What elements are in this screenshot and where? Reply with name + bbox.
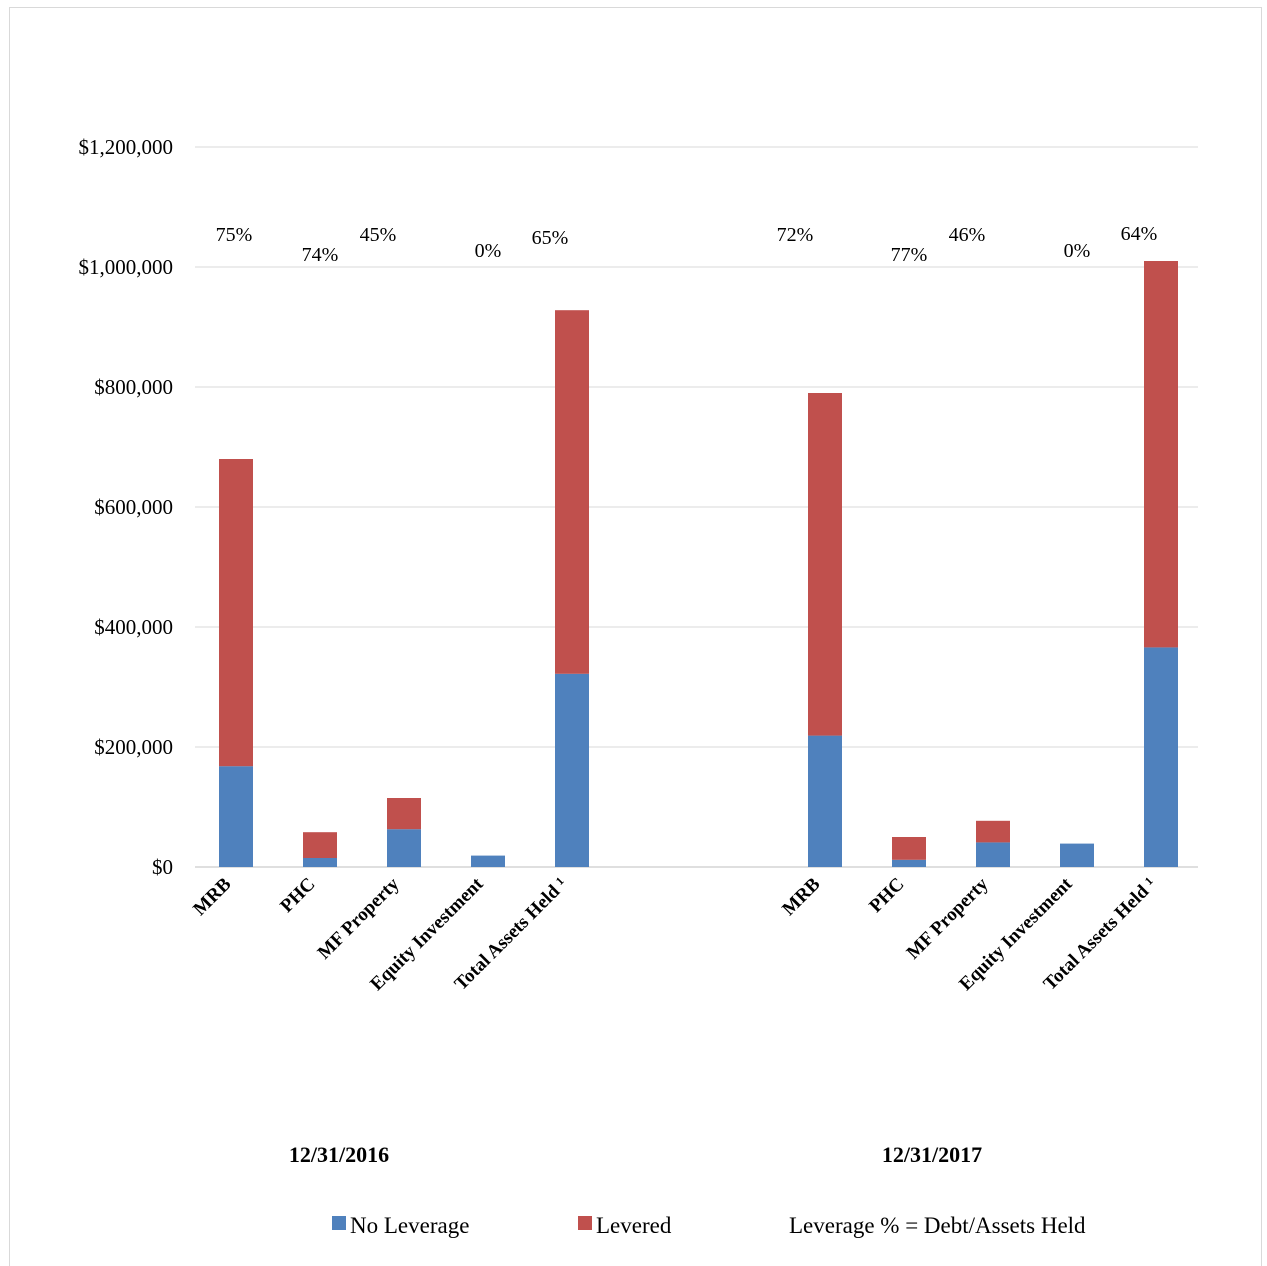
y-tick-label: $400,000 <box>94 615 173 639</box>
leverage-pct-label: 64% <box>1121 223 1158 245</box>
bar-levered-mf-property-1 <box>387 798 421 830</box>
bar-levered-phc-2 <box>892 837 926 860</box>
bar-levered-mrb-1 <box>219 459 253 767</box>
leverage-pct-label: 46% <box>949 224 986 246</box>
legend-swatch-levered <box>578 1216 592 1230</box>
leverage-pct-label: 45% <box>360 224 397 246</box>
x-category-label: MF Property <box>903 873 993 963</box>
y-axis-ticks: $0 $200,000 $400,000 $600,000 $800,000 $1,000… <box>79 135 174 879</box>
bar-levered-total-assets-held-2 <box>1144 261 1178 648</box>
x-category-label: MRB <box>189 873 235 919</box>
leverage-pct-label: 75% <box>216 224 253 246</box>
bar-no-leverage-mf-property-2 <box>976 842 1010 867</box>
bar-no-leverage-total-assets-held-1 <box>555 673 589 867</box>
legend-note: Leverage % = Debt/Assets Held <box>789 1213 1086 1238</box>
leverage-percent-labels: 75% 74% 45% 0% 65% 72% 77% 46% 0% 64% <box>216 223 1158 266</box>
leverage-pct-label: 65% <box>532 227 569 249</box>
y-tick-label: $600,000 <box>94 495 173 519</box>
x-category-label: PHC <box>276 874 319 917</box>
y-tick-label: $0 <box>152 855 173 879</box>
y-tick-label: $1,000,000 <box>79 255 174 279</box>
bar-no-leverage-mrb-1 <box>219 766 253 867</box>
bar-levered-total-assets-held-1 <box>555 310 589 674</box>
leverage-pct-label: 0% <box>475 240 502 262</box>
legend-label-levered: Levered <box>596 1213 672 1238</box>
gridlines <box>195 146 1198 868</box>
bar-no-leverage-equity-investment-2 <box>1060 843 1094 867</box>
bar-levered-mf-property-2 <box>976 820 1010 843</box>
bar-no-leverage-phc-2 <box>892 859 926 867</box>
bar-no-leverage-equity-investment-1 <box>471 855 505 867</box>
bar-no-leverage-phc-1 <box>303 858 337 867</box>
y-tick-label: $200,000 <box>94 735 173 759</box>
leverage-pct-label: 77% <box>891 244 928 266</box>
group-label: 12/31/2017 <box>882 1142 982 1167</box>
group-labels: 12/31/2016 12/31/2017 <box>289 1142 982 1167</box>
legend-label-no-leverage: No Leverage <box>350 1213 469 1238</box>
leverage-pct-label: 74% <box>302 244 339 266</box>
bar-levered-phc-1 <box>303 832 337 858</box>
leverage-pct-label: 72% <box>777 224 814 246</box>
bar-no-leverage-mf-property-1 <box>387 829 421 867</box>
leverage-pct-label: 0% <box>1064 240 1091 262</box>
x-category-label: PHC <box>865 874 908 917</box>
x-category-label: MRB <box>778 873 824 919</box>
chart-frame <box>9 7 1262 1266</box>
x-category-label: MF Property <box>314 873 404 963</box>
bars <box>219 261 1178 867</box>
bar-levered-mrb-2 <box>808 393 842 736</box>
bar-no-leverage-total-assets-held-2 <box>1144 647 1178 867</box>
legend: No Leverage Levered Leverage % = Debt/As… <box>332 1213 1086 1238</box>
group-label: 12/31/2016 <box>289 1142 389 1167</box>
bar-no-leverage-mrb-2 <box>808 735 842 867</box>
y-tick-label: $1,200,000 <box>79 135 174 159</box>
y-tick-label: $800,000 <box>94 375 173 399</box>
legend-swatch-no-leverage <box>332 1216 346 1230</box>
